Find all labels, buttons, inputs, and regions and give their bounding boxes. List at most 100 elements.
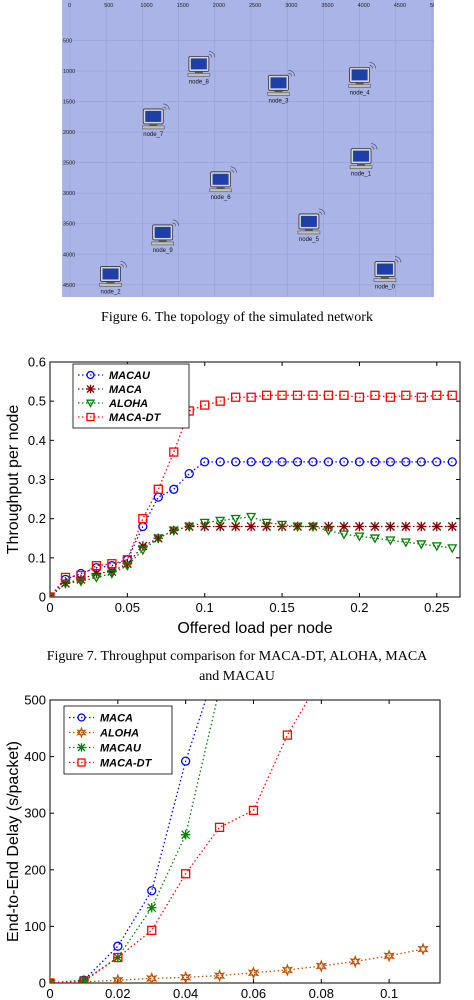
computer-icon [348,62,376,88]
data-point [181,756,191,766]
y-axis-label: End-to-End Delay (s/packet) [5,741,22,942]
data-point [215,457,225,467]
data-point [76,726,87,739]
data-point [214,822,225,833]
legend-item: MACA-DT [78,412,162,424]
topology-y-tick-label: 4500 [63,283,75,289]
node-label: node_4 [350,90,371,96]
data-point [231,392,241,402]
data-point [311,690,319,693]
y-tick-label: 0.1 [28,550,46,565]
series-aloha [50,512,458,597]
legend-item: ALOHA [69,726,139,740]
data-point [137,546,148,556]
data-point [246,521,256,532]
node-node-1: node_1 [349,143,378,178]
data-point [292,390,303,400]
topology-x-tick-label: 3500 [321,3,333,9]
data-point [77,743,86,752]
data-point [248,805,259,816]
legend-box [72,363,190,429]
node-label: node_3 [268,98,289,104]
data-point [231,457,241,467]
topology-x-tick-label: 3000 [285,3,297,9]
node-label: node_5 [299,237,320,243]
x-tick-label: 0.15 [269,600,294,615]
data-point [76,570,86,581]
data-point [246,392,256,402]
node-node-3: node_3 [267,70,295,104]
data-point [292,521,303,532]
data-point [147,925,157,936]
x-tick-label: 0.05 [115,600,140,615]
data-point [370,457,380,467]
data-point [107,566,117,577]
figure-6-caption: Figure 6. The topology of the simulated … [101,310,373,325]
data-point [85,399,96,408]
data-point [205,690,213,693]
data-point [432,390,442,400]
throughput-chart: 0 0.05 0.1 0.15 0.2 0.25 0 0.1 0.2 0.3 0.4 0.5 0.6 Of… [5,355,461,637]
topology-y-tick-label: 3000 [63,191,75,197]
topology-x-tick-label: 2000 [213,3,225,9]
node-label: node_2 [101,289,122,295]
y-tick-label: 300 [24,806,46,821]
data-point [323,521,334,532]
data-point [60,572,71,583]
data-point [282,730,293,740]
data-point [385,457,396,467]
data-point [169,484,179,494]
data-point [146,902,157,913]
data-point [153,533,164,544]
data-point [354,457,365,467]
y-tick-label: 500 [24,693,46,708]
data-point [308,457,318,467]
node-label: node_7 [143,132,164,138]
series-macau [50,700,218,983]
data-point [153,484,163,494]
data-point [323,526,334,536]
legend-label: MACA [109,384,142,396]
data-point [113,952,123,963]
computer-icon [187,51,216,77]
data-point [91,568,102,579]
data-point [200,457,210,467]
y-tick-label: 0.4 [28,433,46,448]
data-point [369,534,381,544]
topology-x-tick-label: 4000 [358,3,370,9]
data-point [213,969,226,983]
data-point [308,521,318,532]
data-point [246,457,256,467]
data-point [349,954,361,969]
data-point [215,516,226,526]
computer-icon [373,256,402,282]
data-point [261,457,272,467]
legend-label: MACAU [100,743,142,755]
y-tick-label: 100 [24,919,46,934]
legend-item: MACA [78,384,142,396]
topology-axis-labels: 0 500 1000 1500 2000 2500 3000 3500 4000 4500 50 50… [63,3,434,289]
data-point [416,540,427,550]
data-point [200,400,210,410]
x-tick-label: 0.02 [105,986,130,1000]
y-tick-label: 0.3 [28,472,46,487]
topology-y-tick-label: 2000 [63,130,75,136]
series-group [50,690,429,983]
topology-y-tick-label: 3500 [63,222,75,228]
computer-icon [151,219,179,246]
series-maca-dt [50,390,457,597]
data-point [277,457,287,467]
node-node-4: node_4 [348,62,376,96]
legend-item: ALOHA [78,398,148,410]
data-point [179,970,192,983]
data-point [338,530,350,540]
data-point [261,518,272,528]
data-point [79,976,89,983]
data-point [168,526,179,536]
data-point [385,536,396,546]
legend-label: MACAU [109,370,151,382]
data-point [86,412,95,422]
series-line [50,525,453,597]
data-point [400,538,411,548]
data-point [113,941,123,951]
